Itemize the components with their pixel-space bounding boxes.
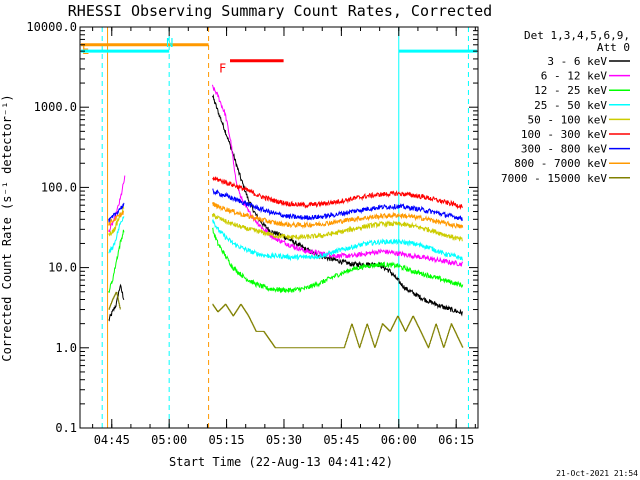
legend: Det 1,3,4,5,6,9,Att 03 - 6 keV 6 - 12 keV… xyxy=(501,29,630,185)
data-layer xyxy=(101,27,469,428)
x-axis-label: Start Time (22-Aug-13 04:41:42) xyxy=(169,455,393,469)
legend-label-8: 800 - 7000 keV xyxy=(514,157,607,170)
chart-title: RHESSI Observing Summary Count Rates, Co… xyxy=(68,2,492,20)
y-tick-label: 1.0 xyxy=(55,341,77,355)
legend-label-9: 7000 - 15000 keV xyxy=(501,172,607,185)
legend-title-line: Att 0 xyxy=(597,41,630,54)
series-line-1 xyxy=(108,93,464,322)
y-tick-label: 1000.0 xyxy=(34,100,77,114)
status-bar-label-4: F xyxy=(219,62,226,76)
legend-label-7: 300 - 800 keV xyxy=(521,143,607,156)
plot-frame xyxy=(79,26,479,429)
legend-label-4: 25 - 50 keV xyxy=(534,99,607,112)
series-line-2 xyxy=(108,84,464,267)
y-tick-label: 10.0 xyxy=(48,261,77,275)
legend-label-1: 3 - 6 keV xyxy=(547,55,607,68)
series-line-9 xyxy=(108,291,464,349)
x-tick-label: 05:30 xyxy=(266,433,302,447)
bars-layer: ENF xyxy=(81,36,477,76)
series-line-7 xyxy=(108,188,464,223)
legend-label-3: 12 - 25 keV xyxy=(534,84,607,97)
axes-layer: 0.1 1.0 10.0 100.0 1000.0 10000.0 04:45 05:00 05… xyxy=(26,20,478,447)
legend-title-line: Det 1,3,4,5,6,9, xyxy=(524,29,630,42)
series-layer xyxy=(108,84,464,349)
x-tick-label: 06:15 xyxy=(438,433,474,447)
series-line-6 xyxy=(212,176,464,210)
x-tick-label: 05:00 xyxy=(151,433,187,447)
series-line-8 xyxy=(108,201,464,230)
x-tick-label: 05:15 xyxy=(209,433,245,447)
series-line-4 xyxy=(108,216,464,262)
timestamp: 21-Oct-2021 21:54 xyxy=(556,469,638,478)
y-tick-label: 100.0 xyxy=(41,180,77,194)
legend-label-6: 100 - 300 keV xyxy=(521,128,607,141)
y-axis-label: Corrected Count Rate (s⁻¹ detector⁻¹) xyxy=(0,94,14,361)
y-tick-label: 10000.0 xyxy=(26,20,77,34)
legend-label-5: 50 - 100 keV xyxy=(528,113,608,126)
x-tick-label: 06:00 xyxy=(381,433,417,447)
legend-label-2: 6 - 12 keV xyxy=(541,70,608,83)
x-tick-label: 04:45 xyxy=(94,433,130,447)
y-tick-label: 0.1 xyxy=(55,421,77,435)
x-tick-label: 05:45 xyxy=(323,433,359,447)
status-bar-label-2: N xyxy=(166,36,173,50)
series-line-3 xyxy=(108,227,464,294)
